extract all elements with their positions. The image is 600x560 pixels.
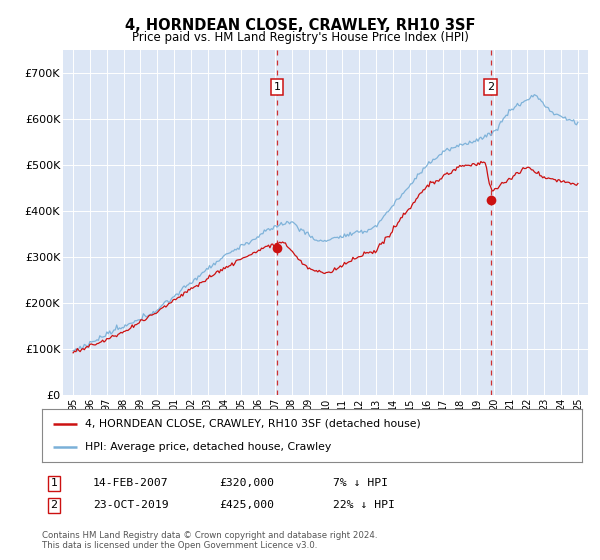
Text: 7% ↓ HPI: 7% ↓ HPI — [333, 478, 388, 488]
Text: 2: 2 — [487, 82, 494, 92]
Text: 23-OCT-2019: 23-OCT-2019 — [93, 500, 169, 510]
Text: 4, HORNDEAN CLOSE, CRAWLEY, RH10 3SF: 4, HORNDEAN CLOSE, CRAWLEY, RH10 3SF — [125, 18, 475, 33]
Text: £320,000: £320,000 — [219, 478, 274, 488]
Text: 2: 2 — [50, 500, 58, 510]
Text: Price paid vs. HM Land Registry's House Price Index (HPI): Price paid vs. HM Land Registry's House … — [131, 31, 469, 44]
Text: HPI: Average price, detached house, Crawley: HPI: Average price, detached house, Craw… — [85, 442, 331, 452]
Text: 4, HORNDEAN CLOSE, CRAWLEY, RH10 3SF (detached house): 4, HORNDEAN CLOSE, CRAWLEY, RH10 3SF (de… — [85, 419, 421, 429]
Text: Contains HM Land Registry data © Crown copyright and database right 2024.
This d: Contains HM Land Registry data © Crown c… — [42, 531, 377, 550]
Text: £425,000: £425,000 — [219, 500, 274, 510]
Text: 1: 1 — [50, 478, 58, 488]
Text: 1: 1 — [274, 82, 281, 92]
Text: 14-FEB-2007: 14-FEB-2007 — [93, 478, 169, 488]
Text: 22% ↓ HPI: 22% ↓ HPI — [333, 500, 395, 510]
